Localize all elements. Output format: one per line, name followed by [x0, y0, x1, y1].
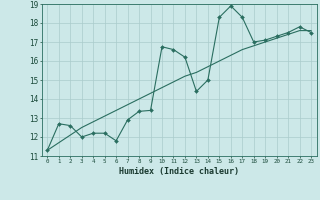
- X-axis label: Humidex (Indice chaleur): Humidex (Indice chaleur): [119, 167, 239, 176]
